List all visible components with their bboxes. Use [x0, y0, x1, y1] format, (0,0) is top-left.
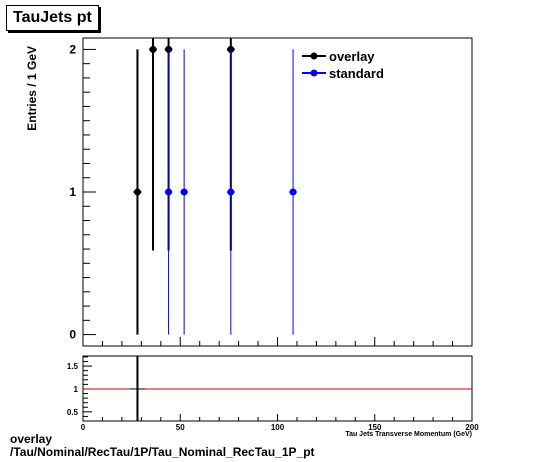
y-tick-label: 1 [69, 185, 76, 199]
y-tick-label: 1 [74, 385, 79, 394]
legend-marker [310, 52, 318, 60]
data-point [149, 45, 157, 53]
legend-marker [310, 69, 318, 77]
x-tick-label: 100 [271, 423, 285, 432]
main-data-points [133, 38, 297, 335]
y-tick-label: 1.5 [67, 362, 79, 371]
legend-item-overlay: overlay [302, 49, 375, 64]
legend-label: overlay [329, 49, 375, 64]
x-tick-label: 150 [368, 423, 382, 432]
main-axis-ticks: 0 1 2 [69, 42, 473, 346]
ratio-data-points [83, 356, 472, 421]
y-tick-label: 0.5 [67, 408, 79, 417]
data-point [227, 188, 235, 196]
x-tick-label: 0 [81, 423, 86, 432]
y-axis-label: Entries / 1 GeV [25, 46, 39, 131]
footer-line-1: overlay [10, 432, 53, 446]
y-tick-label: 0 [69, 328, 76, 342]
ratio-axis-ticks: 0 50 100 150 200 0.5 1 1.5 [67, 356, 479, 432]
legend-label: standard [329, 66, 384, 81]
footer-line-2: /Tau/Nominal/RecTau/1P/Tau_Nominal_RecTa… [10, 445, 315, 459]
chart-title: TauJets pt [6, 5, 99, 31]
data-point [165, 188, 173, 196]
series-standard [164, 49, 297, 335]
x-axis-label: Tau Jets Transverse Momentum (GeV) [345, 431, 472, 438]
x-tick-label: 200 [465, 423, 479, 432]
footer: overlay /Tau/Nominal/RecTau/1P/Tau_Nomin… [10, 433, 315, 459]
data-point [180, 188, 188, 196]
data-point [133, 188, 141, 196]
legend: overlay standard [302, 49, 384, 81]
y-tick-label: 2 [69, 42, 76, 56]
x-tick-label: 50 [176, 423, 185, 432]
legend-item-standard: standard [302, 66, 384, 81]
data-point [289, 188, 297, 196]
